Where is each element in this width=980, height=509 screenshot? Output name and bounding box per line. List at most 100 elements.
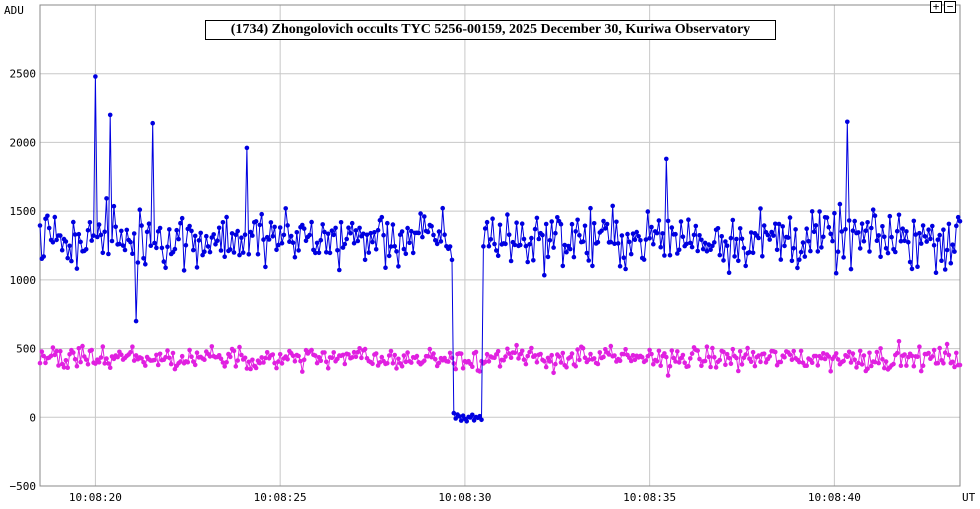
- data-point: [228, 354, 233, 360]
- data-point: [314, 360, 320, 366]
- data-point: [178, 220, 183, 226]
- data-point: [582, 223, 588, 229]
- data-point: [137, 207, 143, 212]
- data-point: [464, 419, 470, 424]
- data-point: [828, 369, 833, 374]
- data-point: [628, 251, 634, 257]
- data-point: [503, 354, 508, 359]
- data-point: [724, 243, 730, 248]
- data-point: [680, 234, 686, 239]
- data-point: [612, 353, 617, 358]
- data-point: [355, 238, 361, 244]
- data-point: [937, 345, 942, 351]
- data-point: [704, 249, 710, 254]
- data-point: [702, 358, 708, 364]
- data-point: [845, 119, 850, 125]
- data-point: [954, 350, 959, 356]
- data-point: [819, 245, 824, 250]
- data-point: [815, 363, 821, 368]
- data-point: [564, 249, 569, 255]
- data-point: [649, 224, 654, 230]
- data-point: [61, 365, 67, 370]
- data-point: [390, 361, 396, 366]
- data-point: [741, 245, 747, 251]
- data-point: [359, 355, 364, 361]
- data-point: [372, 230, 377, 235]
- y-tick-label: 2000: [10, 136, 37, 149]
- data-point: [896, 212, 902, 218]
- data-point: [706, 354, 712, 360]
- data-point: [643, 237, 649, 242]
- data-point: [543, 221, 549, 227]
- data-point: [130, 344, 135, 350]
- data-point: [117, 241, 122, 247]
- data-point: [163, 354, 168, 360]
- data-point: [889, 234, 894, 240]
- data-point: [575, 347, 580, 352]
- data-point: [525, 353, 530, 359]
- data-point: [178, 359, 183, 364]
- data-point: [130, 251, 135, 256]
- data-point: [891, 361, 896, 367]
- data-point: [664, 156, 669, 162]
- data-point: [168, 361, 174, 367]
- data-point: [662, 351, 667, 356]
- data-point: [639, 354, 645, 360]
- data-point: [591, 356, 597, 361]
- data-point: [431, 351, 436, 356]
- data-point: [503, 241, 508, 247]
- data-point: [736, 368, 741, 374]
- data-point: [150, 120, 155, 126]
- data-point: [689, 351, 695, 356]
- data-point: [128, 239, 133, 245]
- data-point: [577, 357, 582, 363]
- data-point: [309, 347, 314, 353]
- data-point: [846, 349, 852, 355]
- data-point: [621, 351, 627, 357]
- data-point: [155, 229, 161, 234]
- data-point: [353, 354, 359, 360]
- data-point: [357, 346, 362, 351]
- data-point: [322, 350, 327, 355]
- x-tick-label: 10:08:30: [438, 491, 491, 504]
- x-tick-label: 10:08:25: [254, 491, 307, 504]
- data-point: [647, 347, 652, 353]
- data-point: [54, 237, 59, 243]
- data-point: [852, 218, 857, 224]
- data-point: [712, 240, 717, 245]
- y-tick-label: 1500: [10, 205, 37, 218]
- data-point: [582, 355, 588, 361]
- data-point: [826, 224, 832, 230]
- data-point: [244, 366, 250, 371]
- data-point: [453, 416, 459, 421]
- data-point: [91, 233, 96, 238]
- data-point: [688, 356, 693, 361]
- data-point: [665, 373, 671, 378]
- zoom-in-button[interactable]: +: [930, 1, 942, 13]
- data-point: [261, 360, 266, 365]
- data-point: [728, 361, 734, 367]
- data-point: [170, 350, 176, 356]
- data-point: [623, 347, 628, 352]
- data-point: [930, 354, 935, 359]
- data-point: [506, 232, 512, 237]
- data-point: [856, 360, 861, 366]
- data-point: [325, 231, 331, 237]
- data-point: [856, 230, 861, 235]
- zoom-out-button[interactable]: −: [944, 1, 956, 13]
- data-point: [917, 230, 922, 236]
- data-point: [695, 348, 700, 353]
- data-point: [662, 253, 667, 258]
- data-point: [46, 225, 52, 231]
- data-point: [852, 357, 857, 363]
- data-point: [763, 360, 769, 365]
- data-point: [684, 241, 689, 247]
- data-point: [48, 353, 54, 359]
- data-point: [802, 254, 808, 259]
- data-point: [497, 364, 503, 369]
- data-point: [111, 356, 117, 362]
- plot-frame: [39, 4, 961, 487]
- data-point: [288, 233, 294, 239]
- data-point: [381, 232, 386, 238]
